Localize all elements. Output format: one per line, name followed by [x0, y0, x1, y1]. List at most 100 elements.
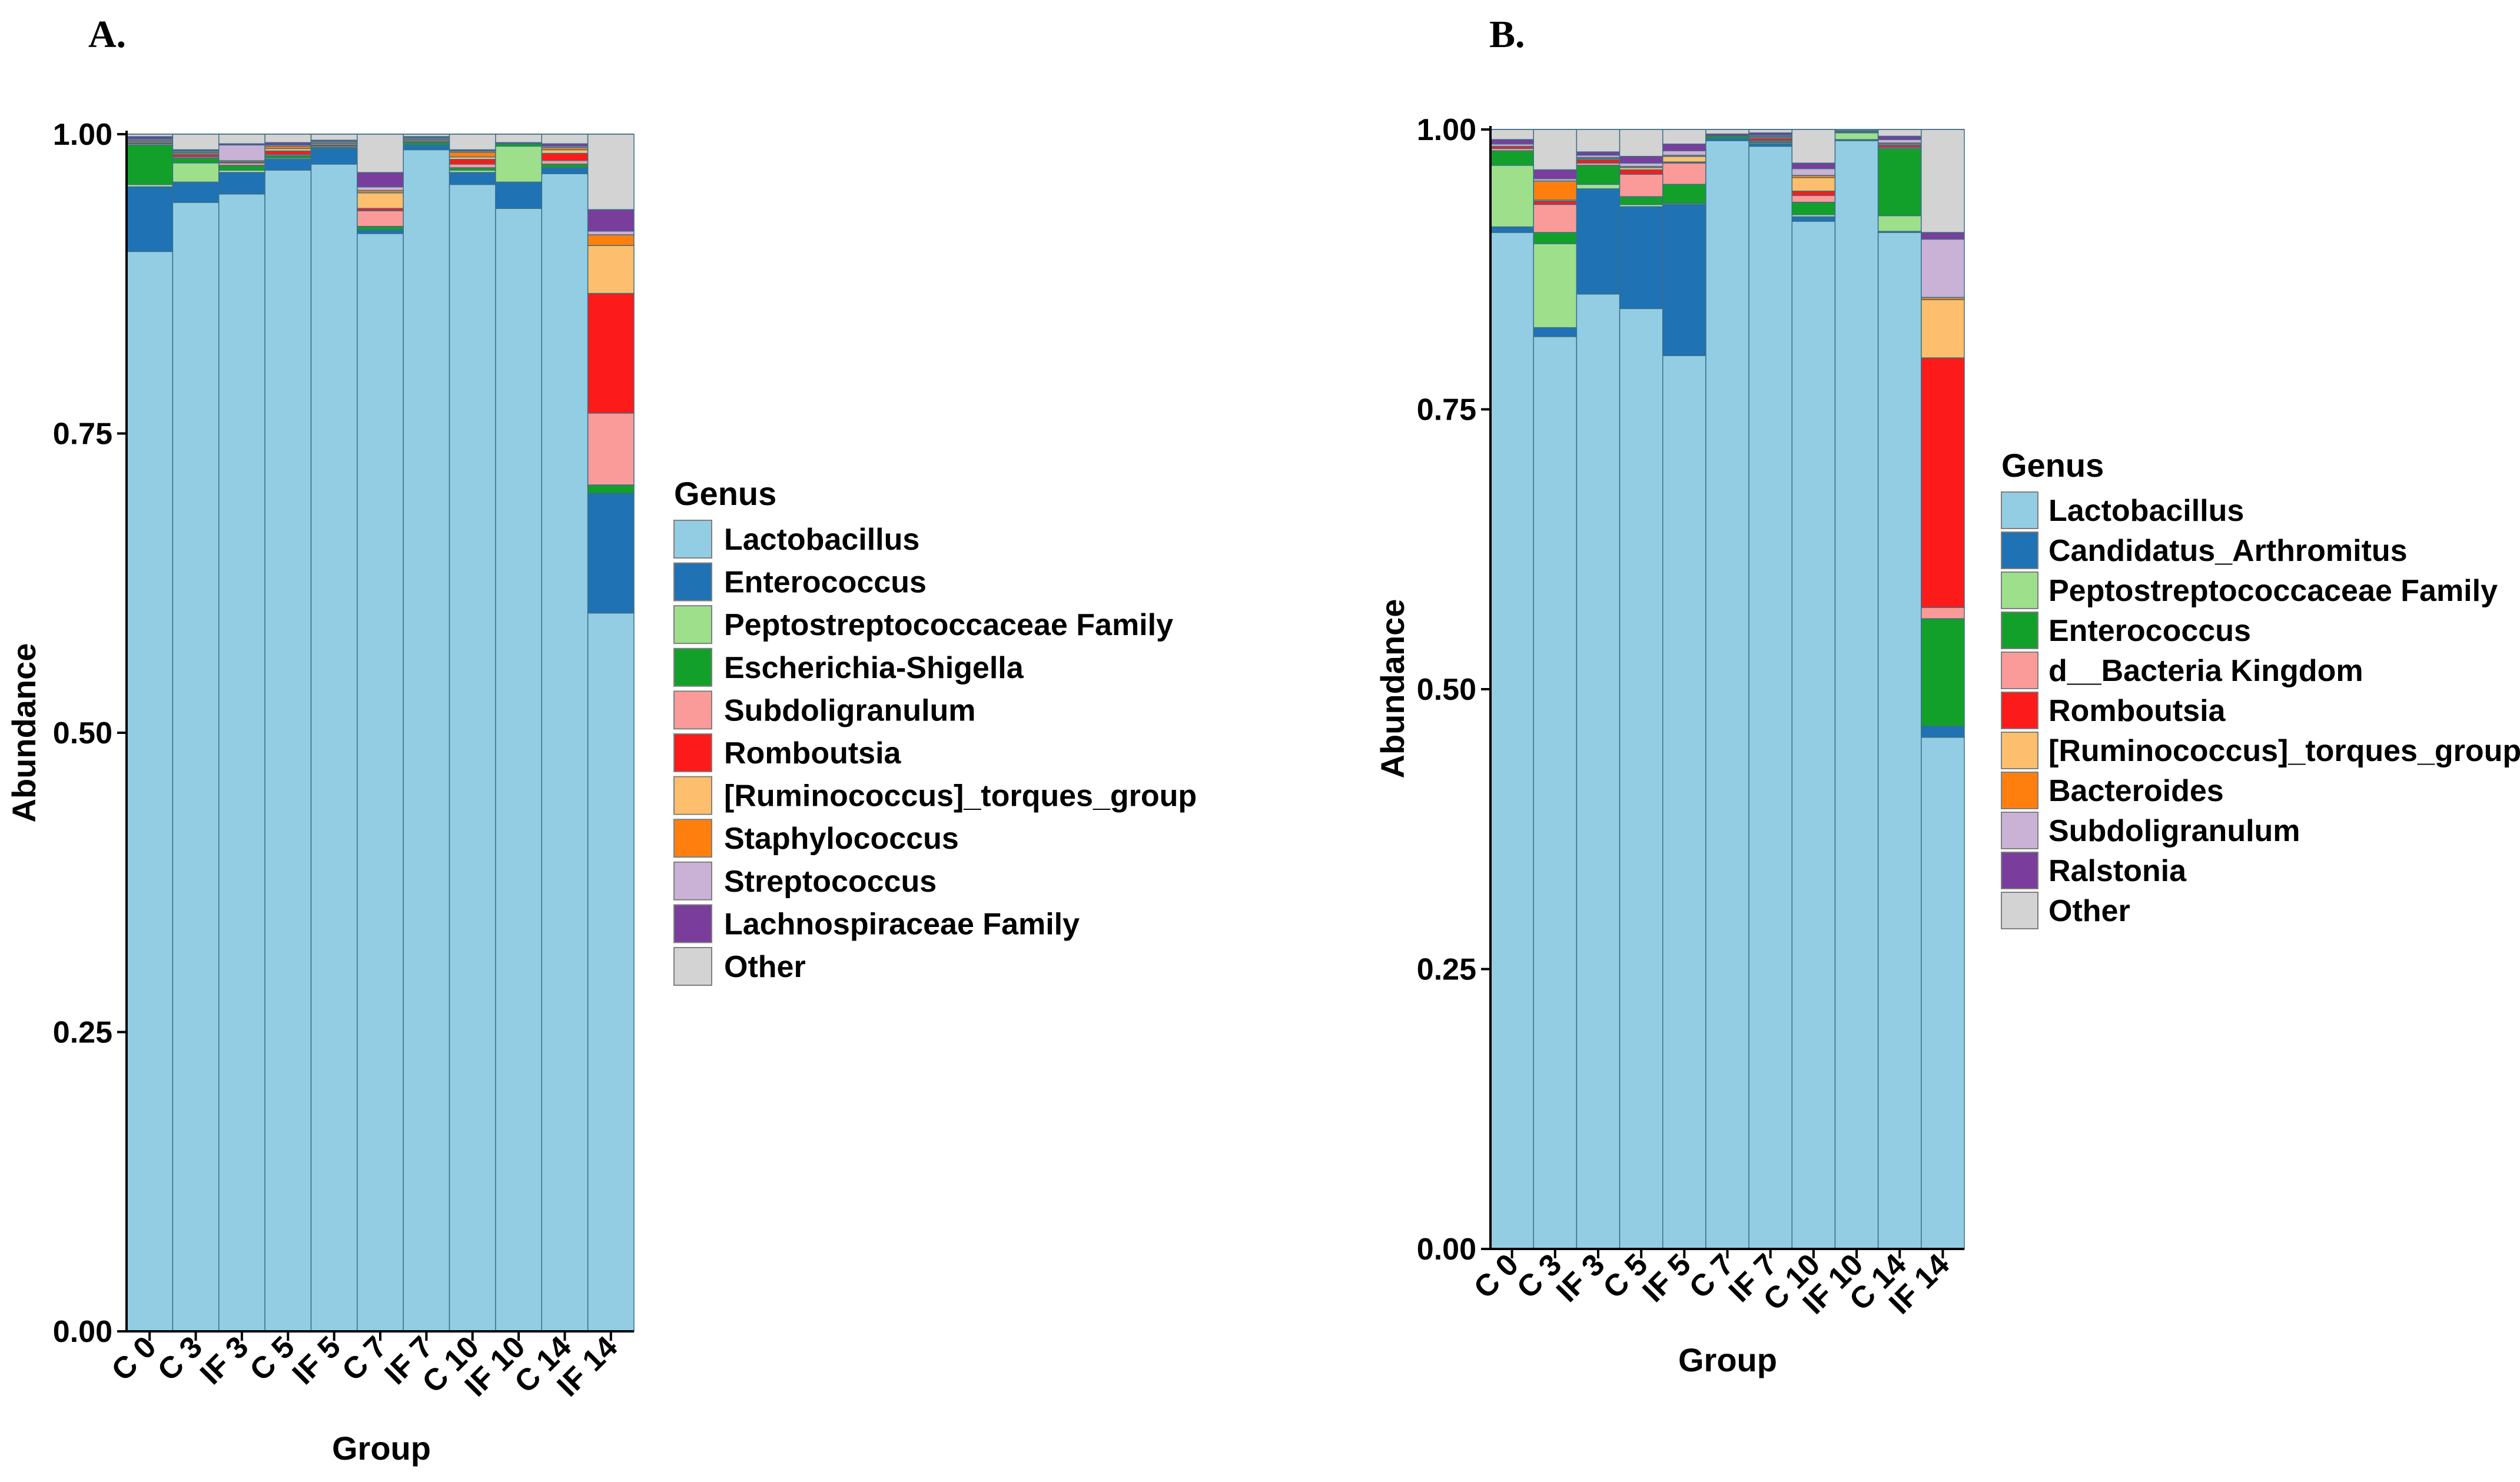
legend-label: Enterococcus — [724, 566, 927, 600]
bar-segment — [126, 134, 174, 137]
bar-segment — [357, 172, 404, 188]
bar-segment — [1748, 129, 1793, 134]
bars — [1490, 129, 1965, 1250]
bar-segment — [357, 233, 404, 1332]
bar-stack — [172, 134, 220, 1332]
bar-segment — [495, 208, 543, 1332]
bar-segment — [264, 158, 312, 171]
bar-segment — [1877, 215, 1922, 232]
legend-swatch — [673, 776, 712, 815]
bar-segment — [1921, 607, 1965, 619]
bar-segment — [1533, 129, 1578, 171]
bar-segment — [1619, 155, 1664, 164]
bar-stack — [1877, 129, 1922, 1250]
panel-b: B.0.000.250.500.751.00C 0C 3IF 3C 5IF 5C… — [1374, 13, 2520, 1378]
bar-segment — [587, 231, 635, 235]
bar-segment — [1748, 145, 1793, 1250]
bar-segment — [1662, 129, 1706, 145]
bar-segment — [1662, 355, 1706, 1250]
bar-stack — [1748, 129, 1793, 1250]
bar-segment — [1576, 188, 1621, 295]
bar-segment — [1490, 129, 1534, 140]
x-tick-label: C 5 — [244, 1330, 301, 1387]
bar-segment — [1877, 148, 1922, 217]
legend-swatch — [673, 690, 712, 730]
legend-swatch — [673, 819, 712, 858]
bar-segment — [541, 164, 589, 168]
bar-segment — [587, 413, 635, 486]
legend-swatch — [673, 861, 712, 901]
bar-segment — [218, 144, 265, 161]
bar-segment — [1619, 162, 1664, 167]
bar-segment — [264, 134, 312, 143]
bar-segment — [1662, 204, 1706, 356]
bar-segment — [357, 225, 404, 231]
bar-segment — [1619, 206, 1664, 310]
bar-segment — [172, 181, 220, 203]
bar-segment — [587, 612, 635, 1332]
bar-segment — [403, 144, 450, 151]
bar-segment — [264, 150, 312, 155]
bar-segment — [541, 167, 589, 174]
bar-stack — [264, 134, 312, 1332]
bar-segment — [1705, 129, 1749, 135]
bar-stack — [495, 134, 543, 1332]
legend-swatch — [673, 605, 712, 644]
bar-segment — [310, 148, 358, 165]
bar-segment — [1490, 226, 1534, 233]
bar-stack — [403, 134, 450, 1332]
bar-segment — [1791, 195, 1836, 203]
legend-label: Subdoligranulum — [724, 693, 976, 727]
bars — [126, 134, 635, 1332]
y-axis-title: Abundance — [1374, 599, 1411, 779]
legend-title: Genus — [2001, 447, 2104, 484]
bar-segment — [1533, 336, 1578, 1250]
bar-segment — [172, 134, 220, 151]
legend-swatch — [2001, 612, 2038, 649]
legend-label: Other — [2048, 894, 2130, 928]
legend-label: Escherichia-Shigella — [724, 651, 1024, 685]
bar-segment — [1877, 135, 1922, 140]
bar-stack — [218, 134, 265, 1332]
y-tick-label: 0.50 — [1417, 673, 1476, 707]
bar-segment — [1662, 184, 1706, 204]
bar-segment — [495, 134, 543, 143]
bar-segment — [357, 210, 404, 227]
panel-label: A. — [88, 13, 126, 56]
bar-segment — [1921, 357, 1965, 608]
bar-segment — [1576, 151, 1621, 156]
bar-stack — [1619, 129, 1664, 1250]
bar-stack — [1791, 129, 1836, 1250]
bar-segment — [218, 134, 265, 145]
legend-label: Ralstonia — [2048, 854, 2187, 888]
bar-segment — [264, 170, 312, 1332]
bar-segment — [1705, 140, 1749, 1250]
bar-stack — [126, 134, 174, 1332]
bar-segment — [1576, 184, 1621, 190]
bar-segment — [449, 151, 496, 158]
bar-segment — [1662, 162, 1706, 185]
bar-segment — [1619, 196, 1664, 205]
bar-segment — [587, 293, 635, 414]
x-tick-label: C 7 — [336, 1330, 393, 1387]
bar-segment — [1921, 299, 1965, 358]
bar-segment — [587, 134, 635, 210]
bar-segment — [587, 245, 635, 294]
bar-stack — [310, 134, 358, 1332]
bar-segment — [1877, 129, 1922, 137]
bar-segment — [495, 181, 543, 209]
legend-swatch — [2001, 852, 2038, 889]
bar-segment — [449, 172, 496, 185]
legend-label: Enterococcus — [2048, 614, 2251, 648]
legend-swatch — [2001, 652, 2038, 689]
bar-segment — [1490, 150, 1534, 166]
bar-segment — [1533, 204, 1578, 233]
x-axis-title: Group — [1678, 1341, 1777, 1378]
bar-segment — [1533, 180, 1578, 201]
bar-stack — [1576, 129, 1621, 1250]
legend-label: Streptococcus — [724, 865, 937, 899]
x-tick-label: C 0 — [105, 1330, 162, 1387]
bar-segment — [587, 484, 635, 494]
bar-segment — [541, 160, 589, 165]
